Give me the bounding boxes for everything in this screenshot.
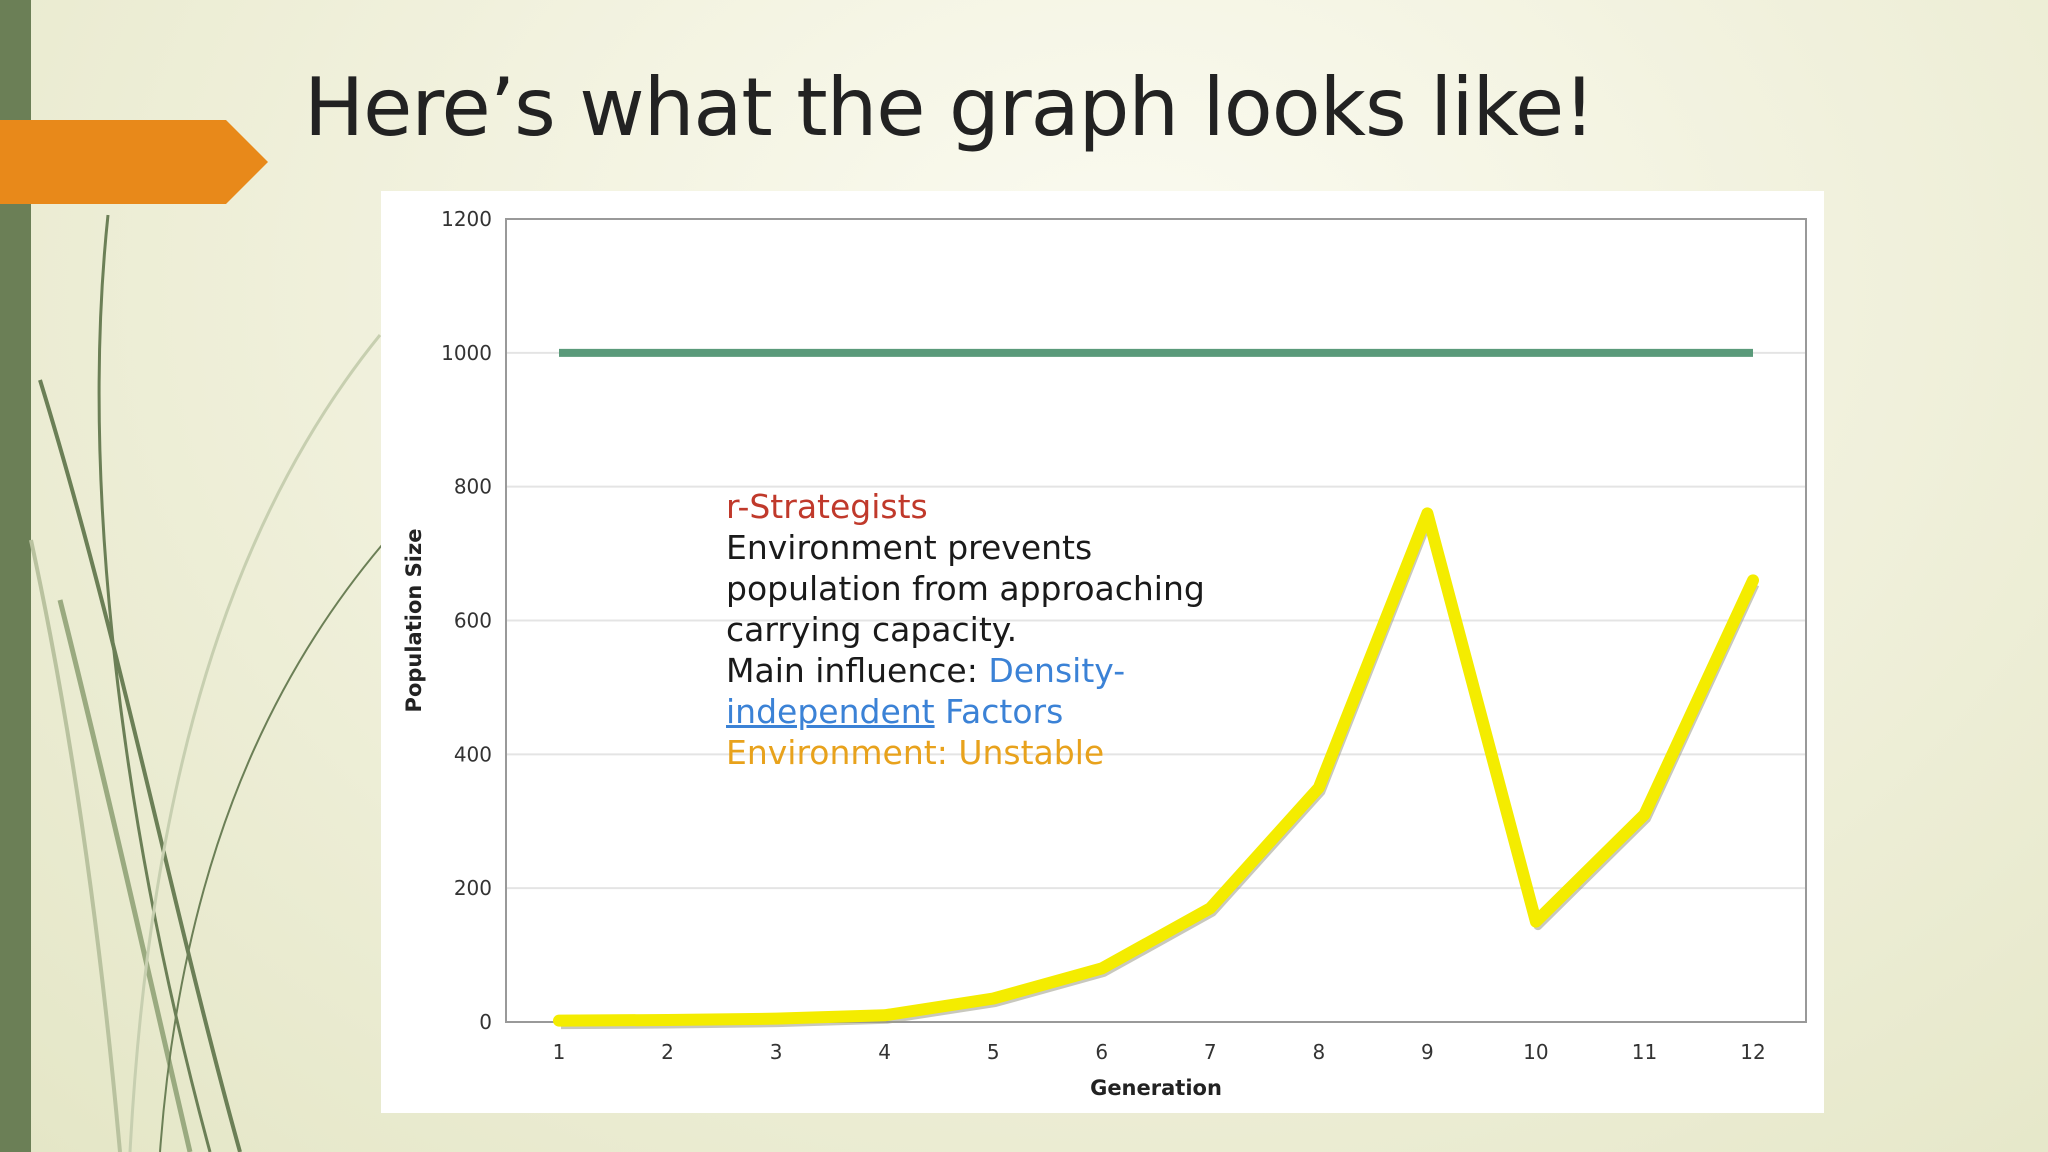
annotation-line-3: carrying capacity. [726, 610, 1018, 649]
x-tick-label: 12 [1740, 1040, 1765, 1064]
x-axis-title: Generation [1090, 1076, 1222, 1100]
x-tick-label: 10 [1523, 1040, 1548, 1064]
population-point [1313, 782, 1324, 793]
annotation-environment: Environment: Unstable [726, 733, 1105, 772]
population-line [553, 507, 1759, 1027]
population-point [879, 1010, 890, 1021]
annotation-influence-label: Main influence: [726, 651, 989, 690]
x-tick-label: 2 [661, 1040, 674, 1064]
population-point [1096, 963, 1107, 974]
x-tick-label: 8 [1312, 1040, 1325, 1064]
annotation-influence-cont: independent Factors [726, 691, 1205, 732]
x-tick-label: 4 [878, 1040, 891, 1064]
annotation-influence: Main influence: Density- [726, 650, 1205, 691]
y-tick-label: 1000 [441, 341, 492, 365]
population-point [1639, 809, 1650, 820]
x-tick-label: 11 [1632, 1040, 1657, 1064]
y-axis-ticks: 0 200 400 600 800 1000 1200 [441, 207, 492, 1034]
population-point [1205, 903, 1216, 914]
annotation-line-2: population from approaching [726, 569, 1205, 608]
slide-title: Here’s what the graph looks like! [304, 61, 1595, 154]
population-point [1530, 916, 1541, 927]
population-point [1748, 575, 1758, 586]
y-tick-label: 200 [454, 876, 492, 900]
chart-panel: 0 200 400 600 800 1000 1200 1 2 3 4 5 6 7 8 9 10 11 12 Ge… [381, 191, 1824, 1113]
x-tick-label: 1 [553, 1040, 566, 1064]
annotation-heading: r-Strategists [726, 487, 928, 526]
grass-decoration [29, 214, 383, 1152]
annotation-line-1: Environment prevents [726, 528, 1093, 567]
annotation-influence-value: Density- [988, 651, 1126, 690]
population-point [554, 1015, 564, 1026]
series-layer [553, 348, 1760, 1030]
y-tick-label: 0 [479, 1010, 492, 1034]
x-tick-label: 3 [770, 1040, 783, 1064]
y-tick-label: 1200 [441, 207, 492, 231]
y-tick-label: 800 [454, 475, 492, 499]
y-tick-label: 600 [454, 609, 492, 633]
y-axis-title: Population Size [402, 529, 426, 713]
population-point [771, 1013, 782, 1024]
x-tick-label: 7 [1204, 1040, 1217, 1064]
annotation-factors: Factors [934, 692, 1064, 731]
independent-link[interactable]: independent [726, 692, 935, 731]
plot-area-frame [505, 218, 1807, 1023]
y-tick-label: 400 [454, 742, 492, 766]
population-point [662, 1014, 673, 1025]
x-axis-ticks: 1 2 3 4 5 6 7 8 9 10 11 12 [553, 1040, 1766, 1064]
chart-annotation: r-Strategists Environment prevents popul… [726, 486, 1205, 773]
x-tick-label: 9 [1421, 1040, 1434, 1064]
x-tick-label: 5 [987, 1040, 1000, 1064]
title-arrow-marker [0, 120, 268, 204]
x-tick-label: 6 [1095, 1040, 1108, 1064]
population-point [1422, 508, 1433, 519]
population-point [988, 993, 999, 1004]
